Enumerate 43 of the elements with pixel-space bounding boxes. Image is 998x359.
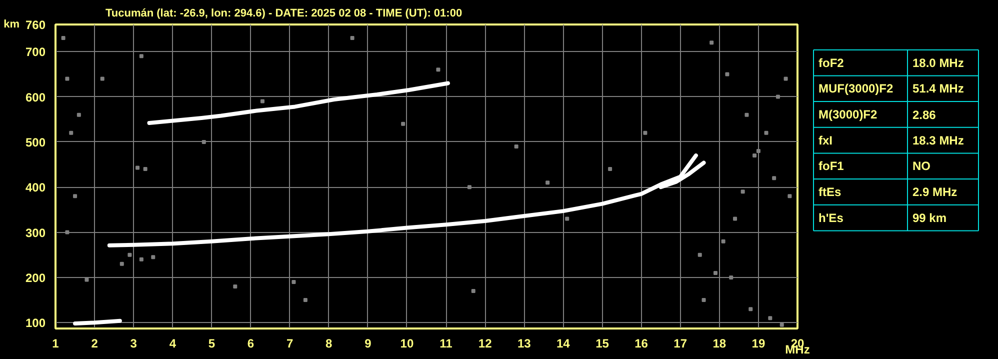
text: 18.3 MHz — [912, 133, 964, 148]
x-tick-label: 7 — [286, 336, 294, 350]
x-tick-label: 5 — [208, 336, 216, 350]
x-tick-label: 19 — [752, 336, 766, 350]
text: NO — [912, 159, 930, 174]
category-label: M(3000)F2 — [818, 107, 878, 122]
x-tick-label: 18 — [712, 336, 726, 350]
x-tick-label: 12 — [478, 336, 492, 350]
x-tick-label: 2 — [91, 336, 98, 350]
y-axis-title: km — [4, 18, 20, 30]
x-tick-label: 8 — [326, 336, 333, 350]
y-tick-label: 400 — [25, 180, 46, 195]
x-tick-label: 4 — [169, 336, 176, 350]
y-tick-label: 200 — [25, 270, 46, 285]
text: 99 km — [912, 210, 947, 225]
text: 51.4 MHz — [912, 82, 964, 96]
x-tick-label: 13 — [517, 336, 532, 350]
y-tick-label: 700 — [25, 45, 46, 60]
text: 2.86 — [912, 108, 936, 122]
x-tick-label: 1 — [52, 336, 60, 350]
category-label: h'Es — [818, 210, 844, 225]
x-tick-label: 9 — [364, 336, 372, 350]
x-tick-label: 15 — [596, 336, 610, 350]
x-tick-label: 11 — [440, 336, 453, 350]
category-label: ftEs — [818, 184, 842, 199]
x-tick-label: 6 — [247, 336, 254, 350]
x-tick-label: 10 — [400, 336, 414, 350]
y-tick-label: 300 — [25, 226, 46, 240]
x-tick-label: 17 — [674, 336, 688, 350]
x-tick-label: 3 — [130, 336, 138, 350]
chart-title: Tucumán (lat: -26.9, lon: 294.6) - DATE: 2025 02 08 - TIME (UT): 01:00 — [106, 8, 462, 20]
category-label: foF2 — [818, 56, 844, 70]
x-tick-label: 14 — [556, 336, 570, 350]
text: 2.9 MHz — [912, 184, 958, 199]
y-tick-label: 500 — [25, 135, 46, 150]
text: 18.0 MHz — [912, 56, 964, 70]
category-label: fxI — [818, 133, 833, 148]
y-tick-label: 600 — [25, 90, 46, 104]
x-tick-label: 16 — [634, 336, 648, 350]
y-tick-label: 760 — [25, 18, 46, 32]
y-tick-label: 100 — [25, 316, 46, 330]
category-label: MUF(3000)F2 — [818, 82, 894, 96]
category-label: foF1 — [818, 159, 844, 174]
